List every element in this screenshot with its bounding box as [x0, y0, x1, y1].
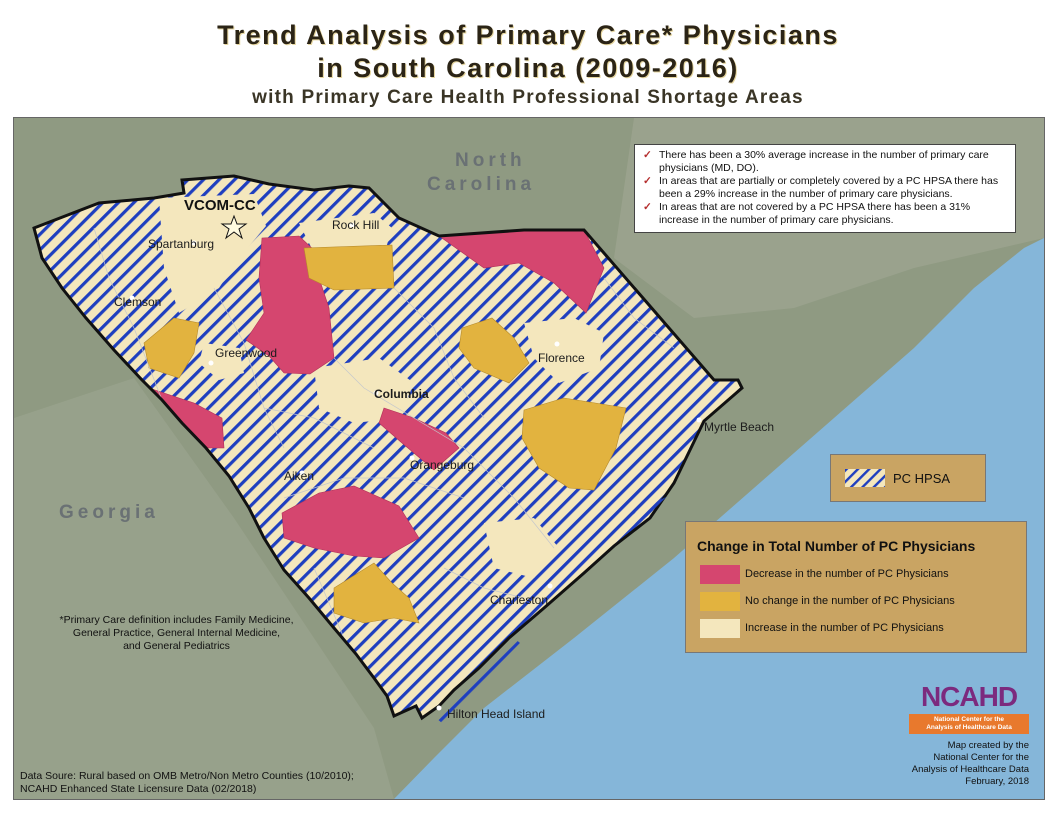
finding-item: ✓ In areas that are partially or complete… — [643, 175, 999, 200]
city-dot — [696, 417, 702, 423]
legend-swatch-nochange — [700, 592, 740, 611]
findings-box: ✓ There has been a 30% average increase i… — [634, 144, 1016, 233]
city-dot — [299, 470, 305, 476]
change-legend: Change in Total Number of PC Physicians … — [685, 521, 1027, 653]
city-label-charleston: Charleston — [490, 593, 548, 607]
nochange-region-1 — [303, 244, 395, 291]
nc-label-1: North — [455, 150, 526, 171]
nochange-region-2 — [143, 317, 200, 379]
map-title: Trend Analysis of Primary Care* Physicia… — [217, 20, 839, 50]
nochange-region-5 — [333, 562, 420, 624]
coastal-hpsa-1 — [628, 493, 674, 528]
ncahd-logo-mark: NCAHD — [920, 681, 1018, 712]
vcom-label: VCOM-CC — [184, 197, 256, 214]
ncahd-logo-band: National Center for the Analysis of Heal… — [909, 714, 1029, 734]
city-label-clemson: Clemson — [114, 295, 161, 309]
map-frame: North Carolina Georgia VCOM-CC Spartanbu… — [13, 117, 1045, 800]
county-lines — [93, 227, 675, 679]
nochange-region-3 — [458, 317, 530, 384]
city-dot — [129, 295, 135, 301]
nochange-region-4 — [521, 397, 627, 491]
hpsa-swatch — [845, 469, 885, 487]
finding-item: ✓ In areas that are not covered by a PC H… — [643, 201, 971, 226]
hpsa-legend-label: PC HPSA — [893, 471, 951, 486]
city-label-hilton-head: Hilton Head Island — [447, 707, 545, 721]
legend-row-nochange: No change in the number of PC Physicians — [700, 592, 1020, 612]
city-dot — [554, 341, 560, 347]
city-label-aiken: Aiken — [284, 469, 314, 483]
check-icon: ✓ — [643, 175, 652, 187]
city-label-florence: Florence — [538, 351, 585, 365]
sc-state-outline — [32, 174, 744, 721]
city-label-rock-hill: Rock Hill — [332, 218, 379, 232]
data-sources: Data Soure: Rural based on OMB Metro/Non… — [20, 770, 354, 795]
ga-label: Georgia — [59, 502, 159, 523]
city-dot — [547, 583, 553, 589]
check-icon: ✓ — [643, 201, 652, 213]
city-label-greenwood: Greenwood — [215, 346, 277, 360]
star-icon — [220, 214, 248, 240]
city-label-columbia: Columbia — [374, 387, 429, 401]
nc-label-2: Carolina — [427, 174, 535, 195]
decrease-region-4 — [378, 407, 460, 471]
legend-row-increase: Increase in the number of PC Physicians — [700, 619, 1020, 639]
city-dot — [436, 705, 442, 711]
legend-swatch-increase — [700, 619, 740, 638]
city-dot — [409, 455, 415, 461]
ga-terrain — [14, 378, 394, 799]
primary-care-footnote: *Primary Care definition includes Family… — [59, 614, 294, 652]
city-dot — [373, 390, 379, 396]
map-credit: Map created by the National Center for t… — [911, 740, 1029, 787]
city-dots — [129, 222, 702, 711]
map-title-line2: in South Carolina (2009-2016) — [317, 53, 739, 83]
legend-swatch-decrease — [700, 565, 740, 584]
legend-title: Change in Total Number of PC Physicians — [697, 538, 976, 554]
decrease-region-5 — [281, 485, 420, 559]
check-icon: ✓ — [643, 149, 652, 161]
coastal-hpsa-2 — [436, 638, 520, 723]
city-dot — [349, 222, 355, 228]
city-label-spartanburg: Spartanburg — [148, 237, 214, 251]
map-subtitle: with Primary Care Health Professional Sh… — [252, 87, 804, 108]
city-label-orangeburg: Orangeburg — [410, 458, 474, 472]
city-dot — [191, 240, 197, 246]
finding-item: ✓ There has been a 30% average increase i… — [643, 149, 989, 174]
legend-row-decrease: Decrease in the number of PC Physicians — [700, 565, 1020, 585]
hpsa-legend: PC HPSA — [830, 454, 986, 502]
spartanburg-area — [154, 188, 264, 318]
city-dot — [208, 360, 214, 366]
ncahd-logo: NCAHD National Center for the Analysis o… — [909, 681, 1029, 734]
city-label-myrtle-beach: Myrtle Beach — [704, 420, 774, 434]
